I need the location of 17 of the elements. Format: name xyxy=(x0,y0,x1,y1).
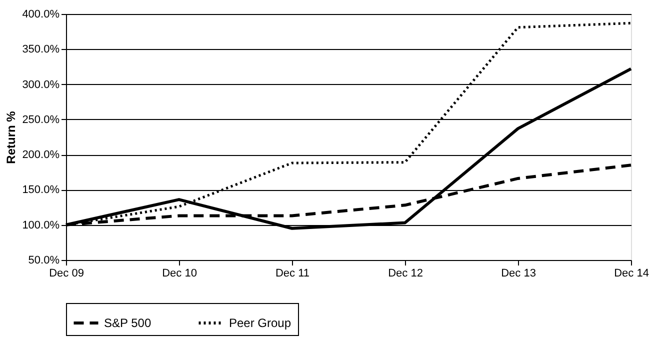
y-tick-label: 250.0% xyxy=(22,114,60,126)
y-tick-label: 300.0% xyxy=(22,78,60,91)
legend-label: Peer Group xyxy=(229,316,292,330)
y-tick-label: 350.0% xyxy=(22,44,60,56)
y-tick-label: 400.0% xyxy=(22,8,60,20)
x-tick-label: Dec 11 xyxy=(275,268,310,280)
y-tick-label: 200.0% xyxy=(22,149,60,162)
x-tick-label: Dec 10 xyxy=(162,268,197,280)
x-tick-label: Dec 14 xyxy=(614,268,649,280)
y-tick-label: 150.0% xyxy=(22,184,60,196)
legend-label: S&P 500 xyxy=(104,316,152,330)
x-tick-label: Dec 12 xyxy=(388,268,423,280)
y-tick-label: 50.0% xyxy=(28,254,60,266)
x-tick-label: Dec 13 xyxy=(501,268,536,280)
y-axis-title: Return % xyxy=(4,110,18,164)
x-tick-label: Dec 09 xyxy=(49,268,84,280)
y-tick-label: 100.0% xyxy=(22,219,60,232)
